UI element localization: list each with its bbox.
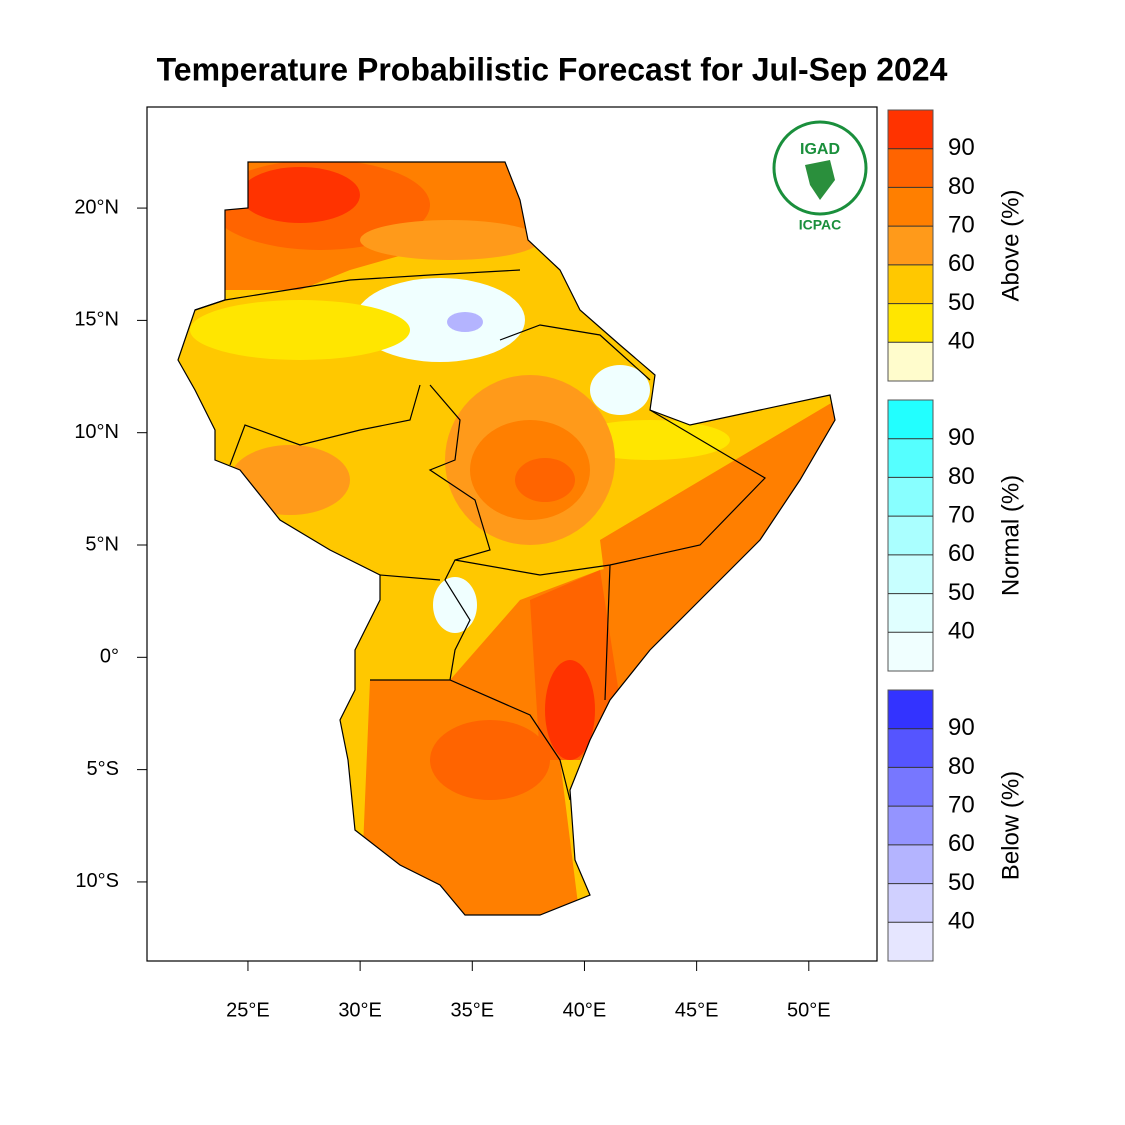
y-tick-label: 15°N xyxy=(74,309,119,331)
legend-level: 40 xyxy=(948,908,975,935)
legend-cell xyxy=(888,767,933,807)
legend-cell xyxy=(888,438,933,478)
legends: 40 50 60 70 80 90 Above (%) 40 50 60 70 80 90 Normal … xyxy=(887,109,1024,962)
legend-cell xyxy=(888,400,933,439)
title: Temperature Probabilistic Forecast for J… xyxy=(157,51,948,87)
legend-cell xyxy=(888,554,933,594)
legend-cell xyxy=(888,264,933,304)
legend-level: 70 xyxy=(948,211,975,238)
logo-top: IGAD xyxy=(800,141,840,158)
legend-cell xyxy=(888,110,933,149)
legend-level: 50 xyxy=(948,869,975,896)
legend-cell xyxy=(888,844,933,884)
legend-cell xyxy=(888,690,933,729)
legend-cell xyxy=(888,187,933,227)
legend-frame xyxy=(887,689,934,962)
legend-cell xyxy=(888,226,933,265)
legend-cell xyxy=(888,516,933,555)
legend-level: 60 xyxy=(948,540,975,567)
y-tick-label: 10°N xyxy=(74,421,119,443)
x-tick-label: 30°E xyxy=(338,999,382,1021)
x-tick-label: 50°E xyxy=(787,999,831,1021)
legend-cell xyxy=(888,477,933,517)
legend-level: 90 xyxy=(948,424,975,451)
legend-cell xyxy=(888,632,933,671)
legend-level: 50 xyxy=(948,289,975,316)
logo-bottom: ICPAC xyxy=(799,217,842,233)
legend-cell xyxy=(888,593,933,633)
x-tick-label: 45°E xyxy=(675,999,719,1021)
legend-level: 80 xyxy=(948,173,975,200)
x-tick-label: 40°E xyxy=(563,999,607,1021)
legend-level: 40 xyxy=(948,618,975,645)
legend-level: 80 xyxy=(948,753,975,780)
axes: 25°E 30°E 35°E 40°E 45°E 50°E 20°N 15°N 10°N 5°N 0… xyxy=(74,196,830,1021)
logo: IGAD ICPAC xyxy=(772,120,868,233)
legend-level: 70 xyxy=(948,791,975,818)
y-tick-label: 0° xyxy=(100,646,119,668)
legend-title: Normal (%) xyxy=(997,475,1024,596)
legend-cell xyxy=(888,148,933,188)
legend-level: 50 xyxy=(948,579,975,606)
legend-cell xyxy=(888,342,933,381)
x-tick-label: 35°E xyxy=(450,999,494,1021)
y-tick-label: 20°N xyxy=(74,196,119,218)
legend-title: Below (%) xyxy=(997,771,1024,880)
y-tick-label: 5°S xyxy=(87,758,119,780)
legend-frame xyxy=(887,109,934,382)
legend-level: 70 xyxy=(948,501,975,528)
legend-cell xyxy=(888,303,933,343)
map-layer xyxy=(177,161,836,916)
legend-frame xyxy=(887,399,934,672)
legend-level: 90 xyxy=(948,714,975,741)
map-frame xyxy=(146,106,878,962)
y-tick-label: 10°S xyxy=(75,870,119,892)
legend-level: 60 xyxy=(948,830,975,857)
legend-cell xyxy=(888,922,933,961)
legend-cell xyxy=(888,806,933,845)
legend-level: 90 xyxy=(948,134,975,161)
legend-cell xyxy=(888,883,933,923)
legend-level: 40 xyxy=(948,328,975,355)
legend-level: 80 xyxy=(948,463,975,490)
y-tick-label: 5°N xyxy=(85,533,119,555)
legend-level: 60 xyxy=(948,250,975,277)
legend-cell xyxy=(888,728,933,768)
x-tick-label: 25°E xyxy=(226,999,270,1021)
legend-title: Above (%) xyxy=(997,189,1024,301)
